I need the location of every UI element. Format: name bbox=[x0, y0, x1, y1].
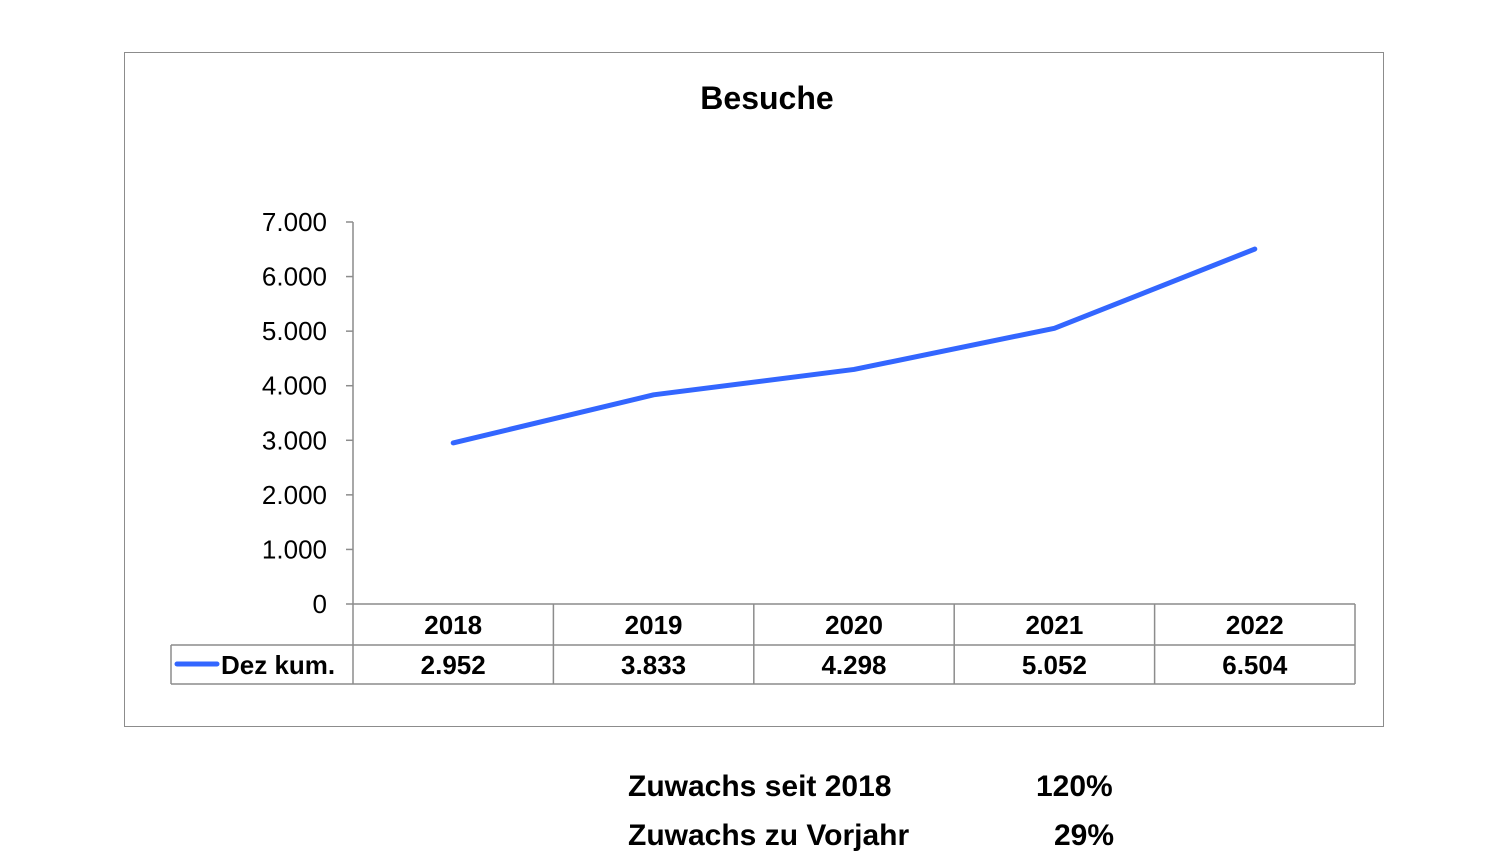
chart-frame: Besuche 0 1.000 2.000 3.000 4.000 5.000 6.000 7.… bbox=[124, 52, 1384, 727]
growth-prev-label: Zuwachs zu Vorjahr bbox=[628, 819, 910, 852]
x-category-label: 2022 bbox=[1226, 610, 1284, 640]
y-tick-label: 3.000 bbox=[262, 425, 327, 455]
x-category-label: 2019 bbox=[625, 610, 683, 640]
y-tick-label: 2.000 bbox=[262, 480, 327, 510]
legend-series-label: Dez kum. bbox=[221, 650, 335, 680]
y-tick-label: 1.000 bbox=[262, 534, 327, 564]
growth-prev-value: 29% bbox=[1054, 819, 1115, 852]
growth-since-label: Zuwachs seit 2018 bbox=[628, 770, 892, 803]
y-tick-label: 7.000 bbox=[262, 207, 327, 237]
y-tick-label: 6.000 bbox=[262, 262, 327, 292]
y-tick-label: 5.000 bbox=[262, 316, 327, 346]
data-value-label: 3.833 bbox=[621, 650, 686, 680]
y-tick-label: 4.000 bbox=[262, 371, 327, 401]
series-line bbox=[450, 246, 1258, 446]
y-tick-label: 0 bbox=[313, 589, 327, 619]
data-value-label: 6.504 bbox=[1222, 650, 1288, 680]
x-category-label: 2018 bbox=[424, 610, 482, 640]
line-chart: Besuche 0 1.000 2.000 3.000 4.000 5.000 6.000 7.… bbox=[170, 80, 1356, 685]
x-category-label: 2021 bbox=[1025, 610, 1083, 640]
data-value-label: 4.298 bbox=[821, 650, 886, 680]
data-value-label: 2.952 bbox=[421, 650, 486, 680]
growth-since-value: 120% bbox=[1036, 770, 1113, 803]
x-category-label: 2020 bbox=[825, 610, 883, 640]
data-value-label: 5.052 bbox=[1022, 650, 1087, 680]
chart-title: Besuche bbox=[700, 80, 833, 116]
